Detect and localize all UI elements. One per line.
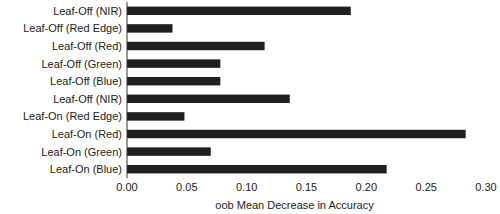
category-label: Leaf-On (Red Edge) xyxy=(23,110,122,122)
bar xyxy=(127,112,184,120)
bar xyxy=(127,95,290,103)
category-label: Leaf-Off (Red) xyxy=(52,40,122,52)
bar xyxy=(127,59,220,67)
category-label: Leaf-Off (Blue) xyxy=(50,75,122,87)
bars xyxy=(127,7,466,174)
chart: Leaf-Off (NIR) Leaf-Off (Red Edge) Leaf-Of… xyxy=(0,0,500,214)
x-tick-label: 0.20 xyxy=(356,181,377,193)
x-tick-label: 0.10 xyxy=(236,181,257,193)
category-label: Leaf-On (Green) xyxy=(41,146,122,158)
bar xyxy=(127,24,172,32)
category-label: Leaf-Off (Red Edge) xyxy=(23,22,122,34)
x-tick-label: 0.00 xyxy=(116,181,137,193)
bar xyxy=(127,147,211,155)
x-tick-label: 0.30 xyxy=(475,181,496,193)
category-label: Leaf-Off (NIR) xyxy=(53,93,122,105)
category-label: Leaf-On (Blue) xyxy=(50,163,122,175)
x-tick-label: 0.15 xyxy=(296,181,317,193)
category-label: Leaf-Off (Green) xyxy=(42,58,123,70)
x-tick-label: 0.05 xyxy=(176,181,197,193)
bar xyxy=(127,130,466,138)
bar xyxy=(127,165,387,173)
y-axis-line xyxy=(127,2,128,178)
category-label: Leaf-On (Red) xyxy=(52,128,122,140)
x-axis-label: oob Mean Decrease in Accuracy xyxy=(215,199,374,211)
bar xyxy=(127,7,351,15)
bar xyxy=(127,42,265,50)
bar xyxy=(127,77,220,85)
x-tick-label: 0.25 xyxy=(415,181,436,193)
category-label: Leaf-Off (NIR) xyxy=(53,5,122,17)
